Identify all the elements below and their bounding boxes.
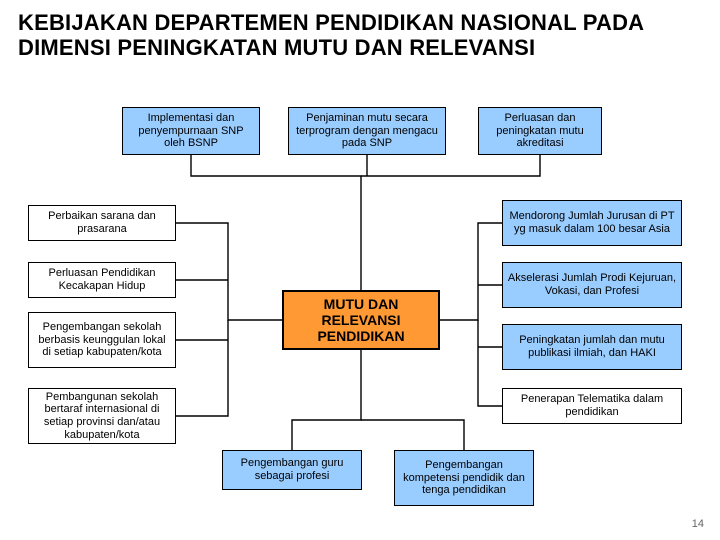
node-left3: Pengembangan sekolah berbasis keunggulan…: [28, 312, 176, 368]
node-top3: Perluasan dan peningkatan mutu akreditas…: [478, 107, 602, 155]
node-left4: Pembangunan sekolah bertaraf internasion…: [28, 388, 176, 444]
node-top2: Penjaminan mutu secara terprogram dengan…: [288, 107, 446, 155]
node-top1: Implementasi dan penyempurnaan SNP oleh …: [122, 107, 260, 155]
center-node: MUTU DAN RELEVANSI PENDIDIKAN: [282, 290, 440, 350]
page-title: KEBIJAKAN DEPARTEMEN PENDIDIKAN NASIONAL…: [18, 10, 702, 61]
node-right3: Peningkatan jumlah dan mutu publikasi il…: [502, 324, 682, 370]
page-number: 14: [692, 518, 704, 530]
node-left1: Perbaikan sarana dan prasarana: [28, 205, 176, 241]
node-right2: Akselerasi Jumlah Prodi Kejuruan, Vokasi…: [502, 262, 682, 308]
node-bot1: Pengembangan guru sebagai profesi: [222, 450, 362, 490]
node-right1: Mendorong Jumlah Jurusan di PT yg masuk …: [502, 200, 682, 246]
node-bot2: Pengembangan kompetensi pendidik dan ten…: [394, 450, 534, 506]
node-right4: Penerapan Telematika dalam pendidikan: [502, 388, 682, 424]
node-left2: Perluasan Pendidikan Kecakapan Hidup: [28, 262, 176, 298]
